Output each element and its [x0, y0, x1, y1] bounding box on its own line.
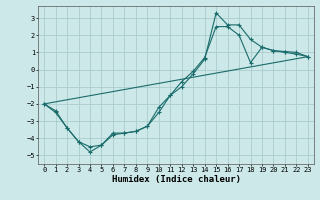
X-axis label: Humidex (Indice chaleur): Humidex (Indice chaleur) — [111, 175, 241, 184]
